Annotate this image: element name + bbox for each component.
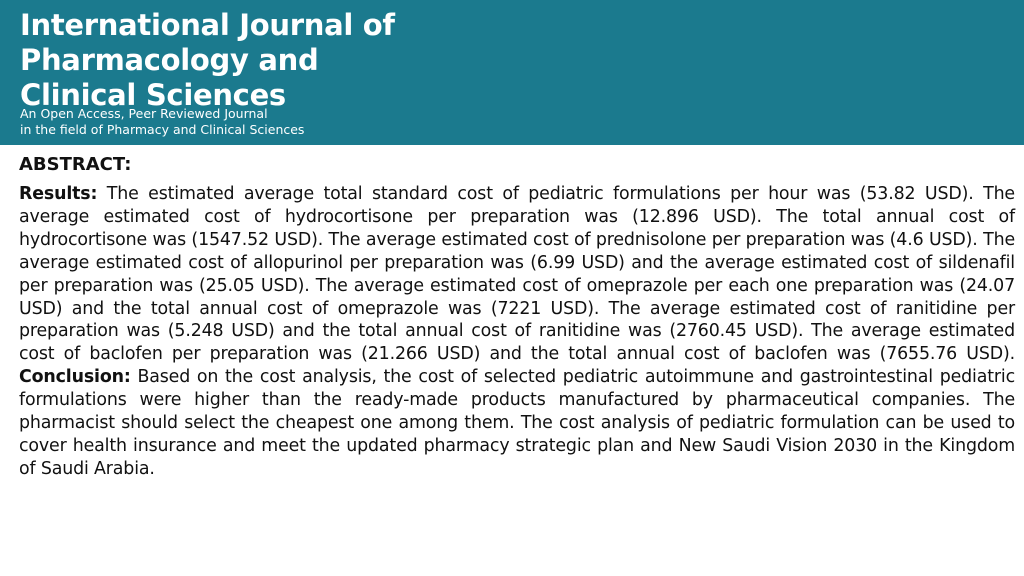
- journal-title-line: Pharmacology and: [20, 43, 319, 77]
- journal-title: International Journal of Pharmacology an…: [20, 8, 395, 113]
- conclusion-text: Based on the cost analysis, the cost of …: [19, 367, 1015, 479]
- journal-header-banner: International Journal of Pharmacology an…: [0, 0, 1024, 145]
- journal-title-line: Clinical Sciences: [20, 78, 286, 112]
- conclusion-label: Conclusion:: [19, 367, 131, 388]
- journal-tagline-line: in the field of Pharmacy and Clinical Sc…: [20, 122, 305, 137]
- abstract-section: ABSTRACT: Results: The estimated average…: [19, 154, 1015, 481]
- abstract-body: Results: The estimated average total sta…: [19, 183, 1015, 481]
- abstract-heading: ABSTRACT:: [19, 154, 132, 175]
- results-label: Results:: [19, 184, 98, 204]
- journal-title-line: International Journal of: [20, 8, 395, 42]
- results-text: The estimated average total standard cos…: [19, 184, 1015, 365]
- journal-tagline: An Open Access, Peer Reviewed Journal in…: [20, 106, 304, 138]
- journal-tagline-line: An Open Access, Peer Reviewed Journal: [20, 106, 268, 121]
